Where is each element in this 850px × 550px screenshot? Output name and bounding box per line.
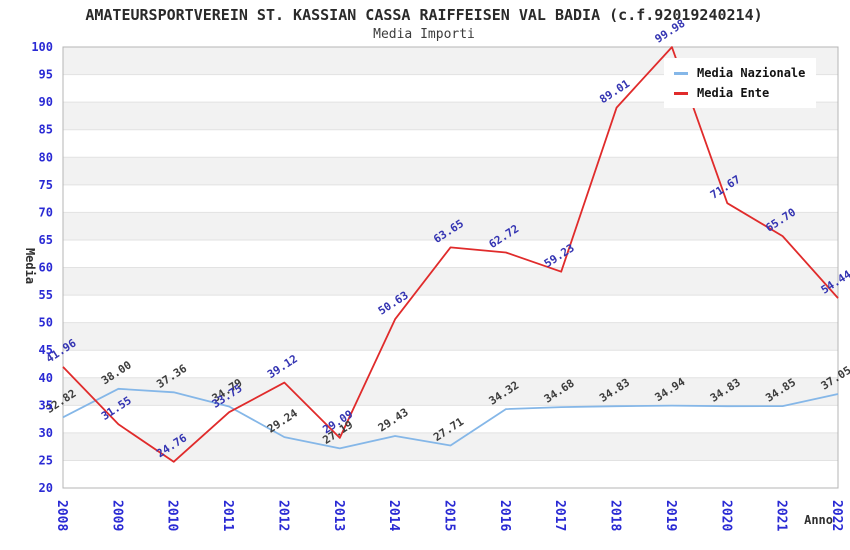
band-stripe <box>63 322 838 351</box>
x-tick-label: 2009 <box>109 500 124 531</box>
y-tick-label: 50 <box>39 316 53 330</box>
band-stripe <box>63 432 838 461</box>
band-stripe <box>63 267 838 296</box>
x-tick-label: 2014 <box>386 500 401 531</box>
data-label: 99.98 <box>653 17 688 46</box>
y-tick-label: 100 <box>31 40 53 54</box>
series-line-media-ente <box>62 46 839 463</box>
x-tick-label: 2017 <box>552 500 567 531</box>
plot-border <box>62 46 839 489</box>
legend-label-nazionale: Media Nazionale <box>697 66 806 80</box>
y-tick-label: 30 <box>39 426 53 440</box>
y-tick-label: 25 <box>39 453 53 467</box>
series-line-media-nazionale <box>62 387 839 450</box>
legend-row-nazionale: Media Nazionale <box>674 63 808 83</box>
x-tick-label: 2008 <box>54 500 69 531</box>
y-tick-label: 35 <box>39 398 53 412</box>
x-tick-label: 2016 <box>497 500 512 531</box>
data-label: 59.23 <box>542 241 577 270</box>
y-tick-label: 20 <box>39 481 53 495</box>
band-stripe <box>63 212 838 240</box>
x-tick-label: 2019 <box>663 500 678 531</box>
x-tick-label: 2011 <box>220 500 235 531</box>
x-tick-label: 2022 <box>829 500 844 531</box>
x-tick-label: 2018 <box>608 500 623 531</box>
data-label: 29.24 <box>265 406 300 435</box>
x-tick-label: 2021 <box>774 500 789 531</box>
x-tick-label: 2020 <box>718 500 733 531</box>
y-tick-label: 95 <box>39 68 53 82</box>
data-label: 39.12 <box>265 352 300 381</box>
legend: Media Nazionale Media Ente <box>664 58 816 108</box>
y-tick-label: 85 <box>39 123 53 137</box>
y-tick-label: 55 <box>39 288 53 302</box>
y-tick-label: 80 <box>39 150 53 164</box>
x-tick-label: 2013 <box>331 500 346 531</box>
x-tick-label: 2010 <box>165 500 180 531</box>
y-tick-label: 45 <box>39 343 53 357</box>
y-tick-label: 60 <box>39 261 53 275</box>
legend-row-ente: Media Ente <box>674 83 808 103</box>
x-tick-label: 2012 <box>275 500 290 531</box>
y-tick-label: 75 <box>39 178 53 192</box>
chart-subtitle: Media Importi <box>373 27 475 42</box>
x-axis-title: Anno <box>804 513 833 527</box>
y-tick-label: 70 <box>39 205 53 219</box>
y-tick-label: 90 <box>39 95 53 109</box>
y-tick-label: 40 <box>39 371 53 385</box>
x-tick-label: 2015 <box>442 500 457 531</box>
y-tick-label: 65 <box>39 233 53 247</box>
data-label: 29.43 <box>376 406 411 435</box>
band-stripe <box>63 377 838 406</box>
band-stripe <box>63 157 838 185</box>
y-axis-title: Media <box>23 248 37 284</box>
legend-swatch-nazionale-icon <box>674 71 688 75</box>
chart-title: AMATEURSPORTVEREIN ST. KASSIAN CASSA RAI… <box>85 6 763 24</box>
legend-swatch-ente-icon <box>674 91 688 95</box>
legend-label-ente: Media Ente <box>697 86 770 100</box>
